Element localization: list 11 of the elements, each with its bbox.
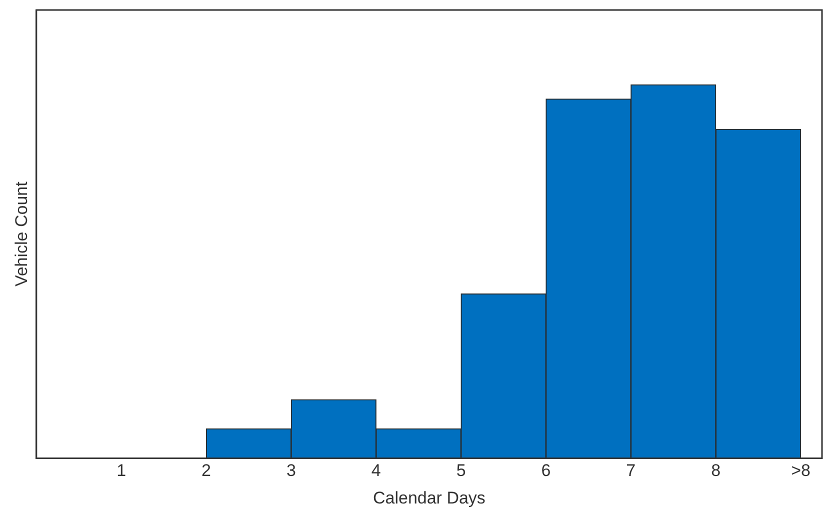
x-tick-label: 5 xyxy=(456,461,466,480)
x-tick-label: >8 xyxy=(791,461,810,480)
y-axis-title: Vehicle Count xyxy=(12,181,31,287)
x-tick-label: 8 xyxy=(711,461,721,480)
x-tick-label: 1 xyxy=(116,461,126,480)
x-axis-title: Calendar Days xyxy=(372,488,486,508)
x-tick-label: 7 xyxy=(626,461,636,480)
x-tick-label: 6 xyxy=(541,461,551,480)
x-tick-label: 4 xyxy=(371,461,381,480)
x-tick-label: 2 xyxy=(202,461,211,480)
x-tick-label: 3 xyxy=(286,461,296,480)
